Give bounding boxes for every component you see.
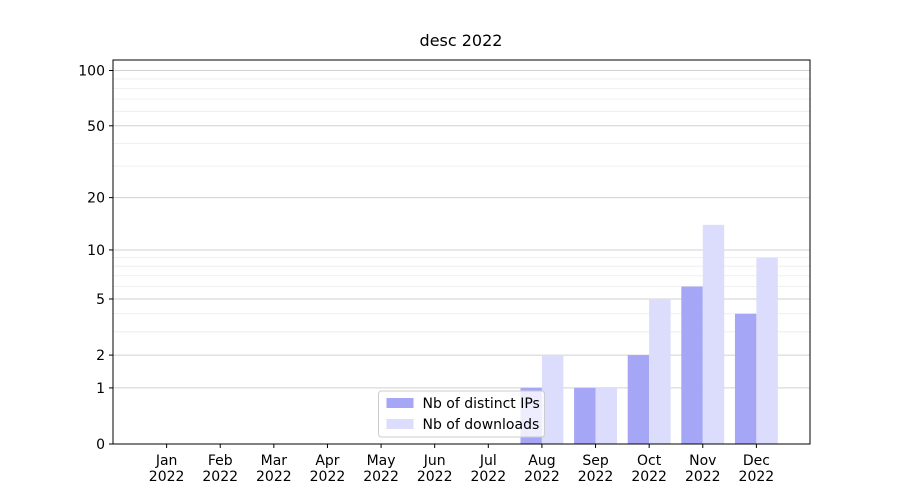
chart-title: desc 2022 [420,31,503,50]
bar [702,224,725,444]
x-tick-label: Nov 2022 [684,453,721,485]
bar [627,355,650,444]
x-tick-label: Jul 2022 [470,453,507,485]
plot-frame [112,59,811,445]
bar [734,313,757,444]
legend-frame [378,390,545,438]
y-tick-label: 5 [96,292,105,308]
y-tick-label: 100 [78,64,105,80]
x-tick-label: Mar 2022 [256,453,292,485]
x-tick-label: May 2022 [363,453,399,485]
x-tick-label: Apr 2022 [309,453,346,485]
bar [756,257,778,444]
y-tick-label: 10 [87,243,105,259]
bar [541,355,564,444]
y-tick-label: 20 [87,191,105,207]
bar [574,387,596,444]
legend-swatch [386,419,414,429]
x-tick-label: Oct 2022 [631,453,667,485]
y-tick-label: 1 [96,381,105,397]
legend-swatch [386,398,414,408]
x-tick-label: Aug 2022 [524,453,560,485]
x-tick-label: Jan 2022 [148,453,185,485]
x-tick-label: Sep 2022 [577,453,614,485]
bar [649,298,671,444]
y-tick-label: 50 [87,119,105,135]
bar [681,286,703,444]
legend-label: Nb of downloads [423,417,540,433]
y-tick-label: 2 [96,348,105,364]
bar [595,387,617,444]
x-tick-label: Dec 2022 [738,453,775,485]
x-tick-label: Jun 2022 [416,453,453,485]
x-tick-label: Feb 2022 [202,453,239,485]
legend: Nb of distinct IPs Nb of downloads [378,390,545,438]
y-tick-label: 0 [96,437,105,453]
legend-label: Nb of distinct IPs [423,396,540,412]
